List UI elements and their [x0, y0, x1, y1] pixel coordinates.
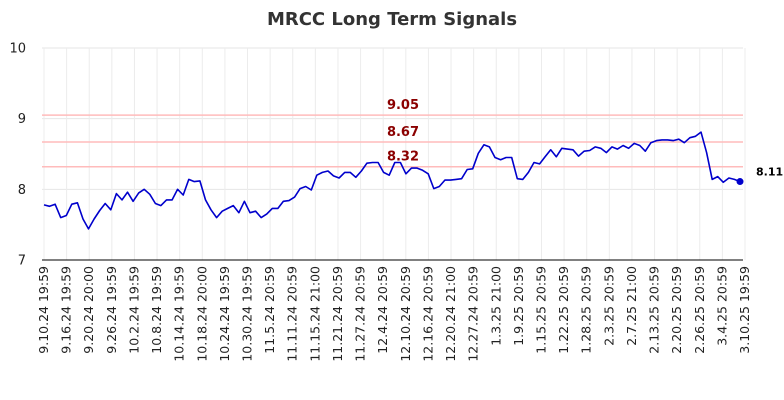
- x-tick-label: 10.2.24 19:59: [126, 266, 141, 354]
- x-tick-label: 10.24.24 19:59: [217, 266, 232, 362]
- x-tick-label: 9.20.24 20:00: [81, 266, 96, 354]
- x-tick-label: 11.15.24 21:00: [307, 266, 322, 362]
- x-tick-label: 2.3.25 20:59: [601, 266, 616, 346]
- grid: [42, 47, 746, 261]
- y-axis: 7 8 9 10: [9, 42, 26, 269]
- x-tick-label: 2.7.25 21:00: [624, 266, 639, 346]
- x-tick-label: 12.16.24 20:59: [420, 266, 435, 362]
- x-tick-label: 2.26.25 20:59: [692, 266, 707, 354]
- x-tick-label: 3.10.25 19:59: [737, 266, 752, 354]
- x-tick-label: 11.11.24 20:59: [285, 266, 300, 362]
- signal-lines: 9.05 8.67 8.32: [42, 98, 743, 168]
- x-tick-label: 11.21.24 20:59: [330, 266, 345, 362]
- x-tick-label: 2.13.25 20:59: [647, 266, 662, 354]
- x-tick-label: 1.15.25 20:59: [533, 266, 548, 354]
- x-axis: 9.10.24 19:59 9.16.24 19:59 9.20.24 20:00 9…: [36, 259, 752, 362]
- x-tick-label: 1.3.25 21:00: [488, 266, 503, 346]
- signal-label: 8.67: [387, 125, 419, 140]
- x-tick-label: 12.10.24 20:59: [398, 266, 413, 362]
- signal-label: 9.05: [387, 98, 419, 113]
- x-tick-label: 9.16.24 19:59: [59, 266, 74, 354]
- series-line: [43, 131, 741, 230]
- x-tick-label: 1.9.25 20:59: [511, 266, 526, 346]
- x-tick-label: 11.5.24 20:59: [262, 266, 277, 354]
- x-tick-label: 12.27.24 20:59: [466, 266, 481, 362]
- last-point: [736, 178, 744, 186]
- x-tick-label: 10.8.24 19:59: [149, 266, 164, 354]
- x-tick-label: 10.30.24 19:59: [240, 266, 255, 362]
- x-tick-label: 11.27.24 20:59: [353, 266, 368, 362]
- x-tick-label: 1.22.25 20:59: [556, 266, 571, 354]
- x-tick-label: 2.20.25 20:59: [669, 266, 684, 354]
- x-tick-label: 10.14.24 19:59: [172, 266, 187, 362]
- x-tick-label: 12.20.24 21:00: [443, 266, 458, 362]
- x-tick-label: 9.26.24 19:59: [104, 266, 119, 354]
- y-tick-label: 8: [18, 183, 26, 198]
- x-tick-label: 10.18.24 20:00: [194, 266, 209, 362]
- y-tick-label: 9: [18, 112, 26, 127]
- chart-title: MRCC Long Term Signals: [267, 9, 517, 30]
- y-tick-label: 10: [9, 42, 26, 57]
- x-tick-label: 3.4.25 20:59: [714, 266, 729, 346]
- last-value-label: 8.11: [756, 166, 783, 179]
- signal-label: 8.32: [387, 150, 419, 165]
- x-tick-label: 12.4.24 20:59: [375, 266, 390, 354]
- y-tick-label: 7: [18, 254, 26, 269]
- x-tick-label: 1.28.25 20:59: [579, 266, 594, 354]
- x-tick-label: 9.10.24 19:59: [36, 266, 51, 354]
